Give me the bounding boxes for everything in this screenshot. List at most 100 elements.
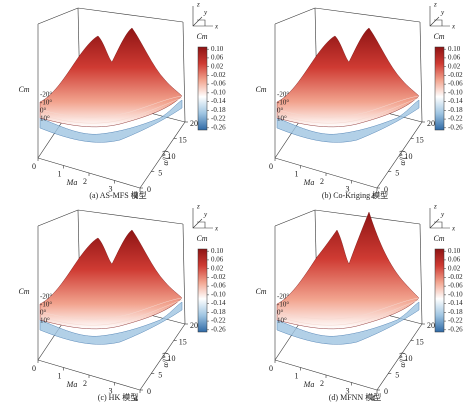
axis-box	[419, 223, 423, 325]
y-tick-label: 0	[384, 387, 388, 396]
y-tick-label: 15	[179, 135, 187, 144]
axis-box	[37, 7, 79, 25]
caption: (c) HK 模型	[98, 392, 138, 402]
surface-line	[278, 97, 420, 124]
x-tick-label: 2	[320, 177, 324, 186]
axis-box	[274, 7, 316, 25]
colorbar-tick-label: 0.02	[211, 62, 224, 70]
colorbar-tick-label: 0.06	[211, 256, 224, 264]
colorbar-tick-label: -0.10	[211, 290, 226, 298]
angle-annotation: 0°	[40, 107, 47, 115]
angle-annotation: -10°	[40, 301, 52, 309]
axis-box	[77, 7, 184, 23]
y-tick-label: 15	[179, 337, 187, 346]
y-axis-label: α/(°)	[161, 352, 170, 367]
axis-box	[314, 7, 421, 23]
colorbar-tick-label: 0.10	[448, 45, 461, 53]
y-tick-label: 20	[427, 119, 435, 128]
colorbar-tick-label: -0.22	[448, 115, 463, 123]
y-tick-label: 5	[158, 370, 162, 379]
colorbar-tick-label: -0.14	[448, 97, 463, 105]
surface	[39, 27, 183, 128]
caption: (d) MFNN 模型	[329, 392, 381, 402]
y-tick-label: 20	[190, 119, 198, 128]
x-tick-label: 0	[269, 162, 273, 171]
x-tick-label: 4	[371, 192, 375, 201]
y-tick-label: 0	[147, 387, 151, 396]
axis-icon-label: y	[203, 9, 208, 17]
axis-icon-label: x	[214, 23, 219, 31]
angle-annotation: 10°	[40, 317, 50, 325]
surface-line	[41, 95, 183, 118]
y-tick-label: 5	[158, 168, 162, 177]
surface-line	[278, 297, 420, 320]
y-tick-label: 20	[190, 321, 198, 330]
x-tick-label: 2	[83, 177, 87, 186]
colorbar-tick-label: -0.06	[448, 282, 463, 290]
axis-icon	[429, 208, 450, 229]
axis-box	[419, 21, 423, 123]
surface-line	[41, 297, 183, 320]
x-tick-label: 3	[109, 184, 113, 193]
y-tick-label: 15	[416, 337, 424, 346]
y-tick-label: 15	[416, 135, 424, 144]
axis-icon-label: x	[214, 225, 219, 233]
surface-line	[278, 299, 420, 326]
colorbar-tick-label: 0.10	[211, 247, 224, 255]
colorbar-tick-label: 0.02	[211, 264, 224, 272]
y-tick-label: 0	[384, 185, 388, 194]
axis-box	[182, 223, 186, 325]
angle-annotation: -10°	[40, 99, 52, 107]
x-tick-label: 1	[58, 169, 62, 178]
panel: 01234Ma05101520α/(°)Cm-20°-10°0°10°Cm0.1…	[18, 203, 226, 403]
angle-annotation: -10°	[277, 99, 289, 107]
y-axis-label: α/(°)	[161, 150, 170, 165]
colorbar-tick-label: -0.10	[448, 290, 463, 298]
colorbar-tick-label: -0.22	[448, 317, 463, 325]
axis-icon-label: z	[196, 203, 200, 211]
colorbar-tick-label: -0.22	[211, 115, 226, 123]
angle-annotation: -20°	[40, 91, 52, 99]
angle-annotation: 0°	[40, 309, 47, 317]
x-axis-label: Ma	[66, 380, 78, 389]
z-axis-label: Cm	[18, 287, 29, 296]
x-tick-label: 4	[134, 192, 138, 201]
z-axis-label: Cm	[255, 287, 266, 296]
colorbar-tick-label: -0.26	[448, 325, 463, 333]
colorbar-tick-label: -0.02	[211, 273, 226, 281]
axis-box	[182, 21, 186, 123]
colorbar-tick-label: -0.26	[448, 123, 463, 131]
axis-icon-label: y	[440, 211, 445, 219]
caption: (a) AS-MFS 模型	[89, 190, 146, 200]
colorbar-tick-label: -0.10	[448, 88, 463, 96]
caption: (b) Co-Kriging 模型	[322, 190, 388, 200]
panel: 01234Ma05101520α/(°)Cm-20°-10°0°10°Cm0.1…	[18, 1, 226, 201]
colorbar-title: Cm	[196, 32, 207, 41]
y-tick-label: 0	[147, 185, 151, 194]
axis-icon-label: x	[451, 23, 456, 31]
x-tick-label: 0	[32, 364, 36, 373]
colorbar-tick-label: 0.06	[211, 54, 224, 62]
surface-line	[41, 97, 183, 124]
angle-annotation: 10°	[277, 115, 287, 123]
x-tick-label: 1	[295, 169, 299, 178]
colorbar-tick-label: 0.02	[448, 264, 461, 272]
y-tick-label: 10	[168, 354, 176, 363]
surface-lower	[276, 99, 420, 143]
angle-annotation: 10°	[277, 317, 287, 325]
z-axis-label: Cm	[255, 85, 266, 94]
colorbar-tick-label: -0.02	[448, 273, 463, 281]
angle-annotation: 0°	[277, 107, 284, 115]
x-tick-label: 4	[371, 394, 375, 403]
x-tick-label: 2	[83, 379, 87, 388]
x-axis-label: Ma	[66, 178, 78, 187]
axis-icon	[192, 208, 213, 229]
colorbar-tick-label: 0.10	[211, 45, 224, 53]
axis-icon-label: z	[433, 203, 437, 211]
colorbar-title: Cm	[433, 32, 444, 41]
x-tick-label: 1	[58, 371, 62, 380]
x-axis-label: Ma	[303, 380, 315, 389]
surface-line	[278, 95, 420, 118]
colorbar-tick-label: -0.18	[211, 106, 226, 114]
